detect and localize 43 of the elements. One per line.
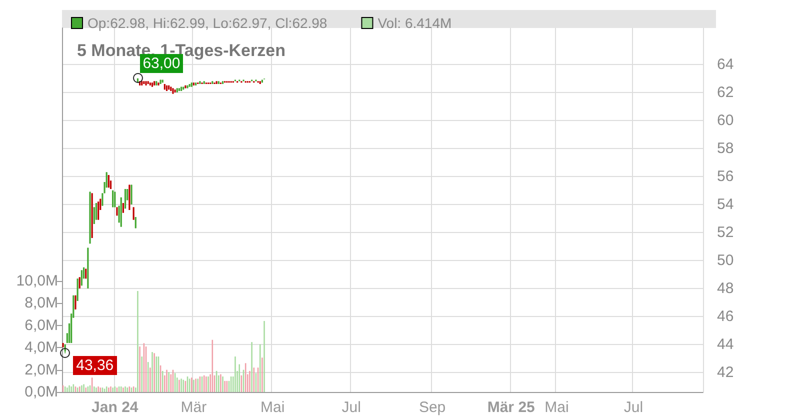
y2-tick-label: 44 [717,336,734,353]
x-tick-label: Mär 25 [487,399,535,416]
candlestick [124,188,126,209]
candlestick [130,184,132,205]
y-tick-label: 6,0M [24,316,58,334]
candlestick [132,206,134,220]
candlestick [93,206,95,224]
annotation: 63,00 [140,54,184,74]
x-tick-label: Jan 24 [92,399,139,416]
candlestick [78,276,80,289]
y-tick-label: 0,0M [24,384,58,400]
y2-tick-label: 58 [717,140,734,157]
annotation: 43,36 [73,356,117,376]
y2-tick-label: 54 [717,196,734,213]
legend-label: Vol: 6.414M [378,15,452,31]
candlestick [76,278,78,302]
x-tick-label: Mär [180,399,207,416]
x-tick-label: Jul [342,399,361,416]
y2-tick-label: 60 [717,112,734,129]
y2-tick-label: 56 [717,168,734,185]
candlestick [74,295,76,310]
x-tick-label: Jul [624,399,644,416]
y2-tick-label: 62 [717,84,734,101]
candlestick [95,202,98,220]
legend-label: Op:62.98, Hi:62.99, Lo:62.97, Cl:62.98 [88,15,328,31]
candlestick [80,270,83,286]
y2-tick-label: 48 [717,280,734,297]
y2-tick-label: 42 [717,364,734,381]
candlestick [108,174,110,188]
y-tick-label: 2,0M [24,361,58,378]
y-tick-label: 10,0M [16,272,58,290]
y-tick-label: 4,0M [24,339,58,356]
candlestick [98,201,100,220]
candlestick [102,192,104,206]
x-tick-label: Mai [544,399,569,416]
y2-tick-label: 64 [717,56,734,73]
x-tick-label: Sep [418,399,446,416]
x-tick-label: Mai [260,399,285,416]
candlestick [122,202,124,214]
y2-tick-label: 52 [717,224,734,241]
y-tick-label: 8,0M [24,294,58,312]
y2-tick-label: 50 [717,252,734,269]
y2-tick-label: 46 [717,308,734,325]
